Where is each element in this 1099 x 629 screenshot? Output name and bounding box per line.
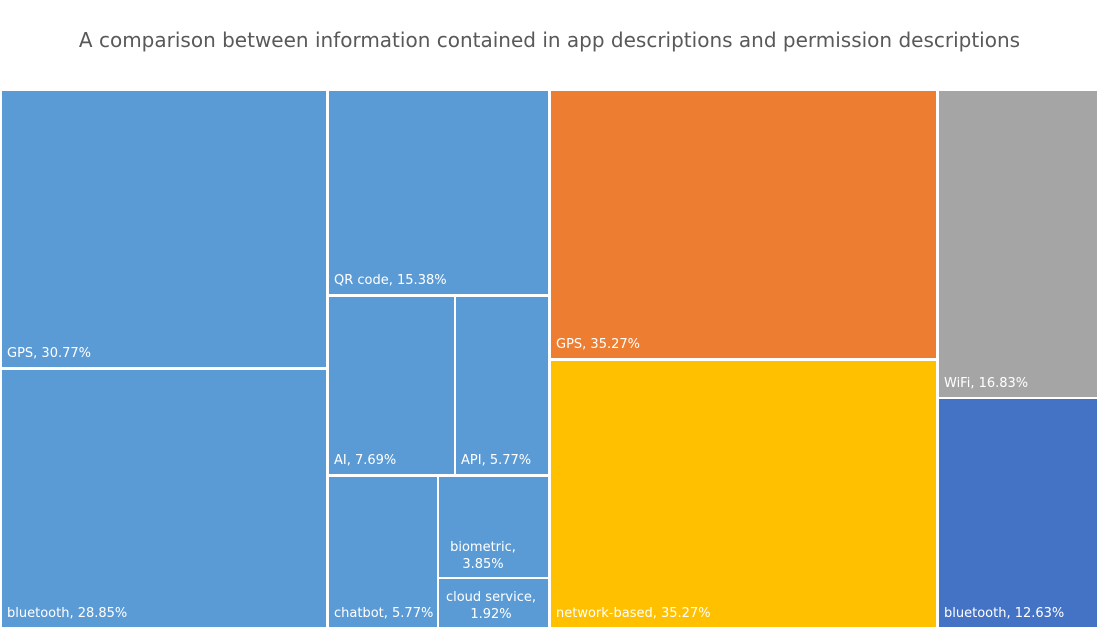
treemap-tile-bluetooth-0: bluetooth, 28.85% bbox=[0, 368, 328, 629]
chart-title: A comparison between information contain… bbox=[78, 28, 1021, 52]
tile-label: AI, 7.69% bbox=[334, 453, 397, 468]
tile-label: GPS, 30.77% bbox=[7, 346, 91, 361]
treemap-tile-wifi-3: WiFi, 16.83% bbox=[937, 89, 1099, 399]
tile-label: WiFi, 16.83% bbox=[944, 376, 1029, 391]
treemap-tile-gps-0: GPS, 30.77% bbox=[0, 89, 328, 369]
treemap-tile-bluetooth-4: bluetooth, 12.63% bbox=[937, 397, 1099, 629]
treemap-tile-biometric-0: biometric, 3.85% bbox=[437, 475, 550, 579]
tile-label: API, 5.77% bbox=[461, 453, 532, 468]
tile-label: bluetooth, 28.85% bbox=[7, 606, 128, 621]
treemap-tile-gps-1: GPS, 35.27% bbox=[549, 89, 938, 360]
tile-label: biometric, 3.85% bbox=[450, 540, 516, 572]
treemap-tile-chatbot-0: chatbot, 5.77% bbox=[327, 475, 439, 629]
treemap-tile-network-based-2: network-based, 35.27% bbox=[549, 359, 938, 629]
treemap-tile-qr-code-0: QR code, 15.38% bbox=[327, 89, 550, 296]
treemap-tile-api-0: API, 5.77% bbox=[454, 295, 550, 476]
tile-label: bluetooth, 12.63% bbox=[944, 606, 1065, 621]
tile-label: cloud service, 1.92% bbox=[445, 590, 537, 622]
tile-label: QR code, 15.38% bbox=[334, 273, 447, 288]
treemap-tile-cloud-service-0: cloud service, 1.92% bbox=[437, 577, 550, 629]
tile-label: chatbot, 5.77% bbox=[334, 606, 434, 621]
tile-label: network-based, 35.27% bbox=[556, 606, 711, 621]
tile-label: GPS, 35.27% bbox=[556, 337, 640, 352]
treemap-tile-ai-0: AI, 7.69% bbox=[327, 295, 456, 476]
